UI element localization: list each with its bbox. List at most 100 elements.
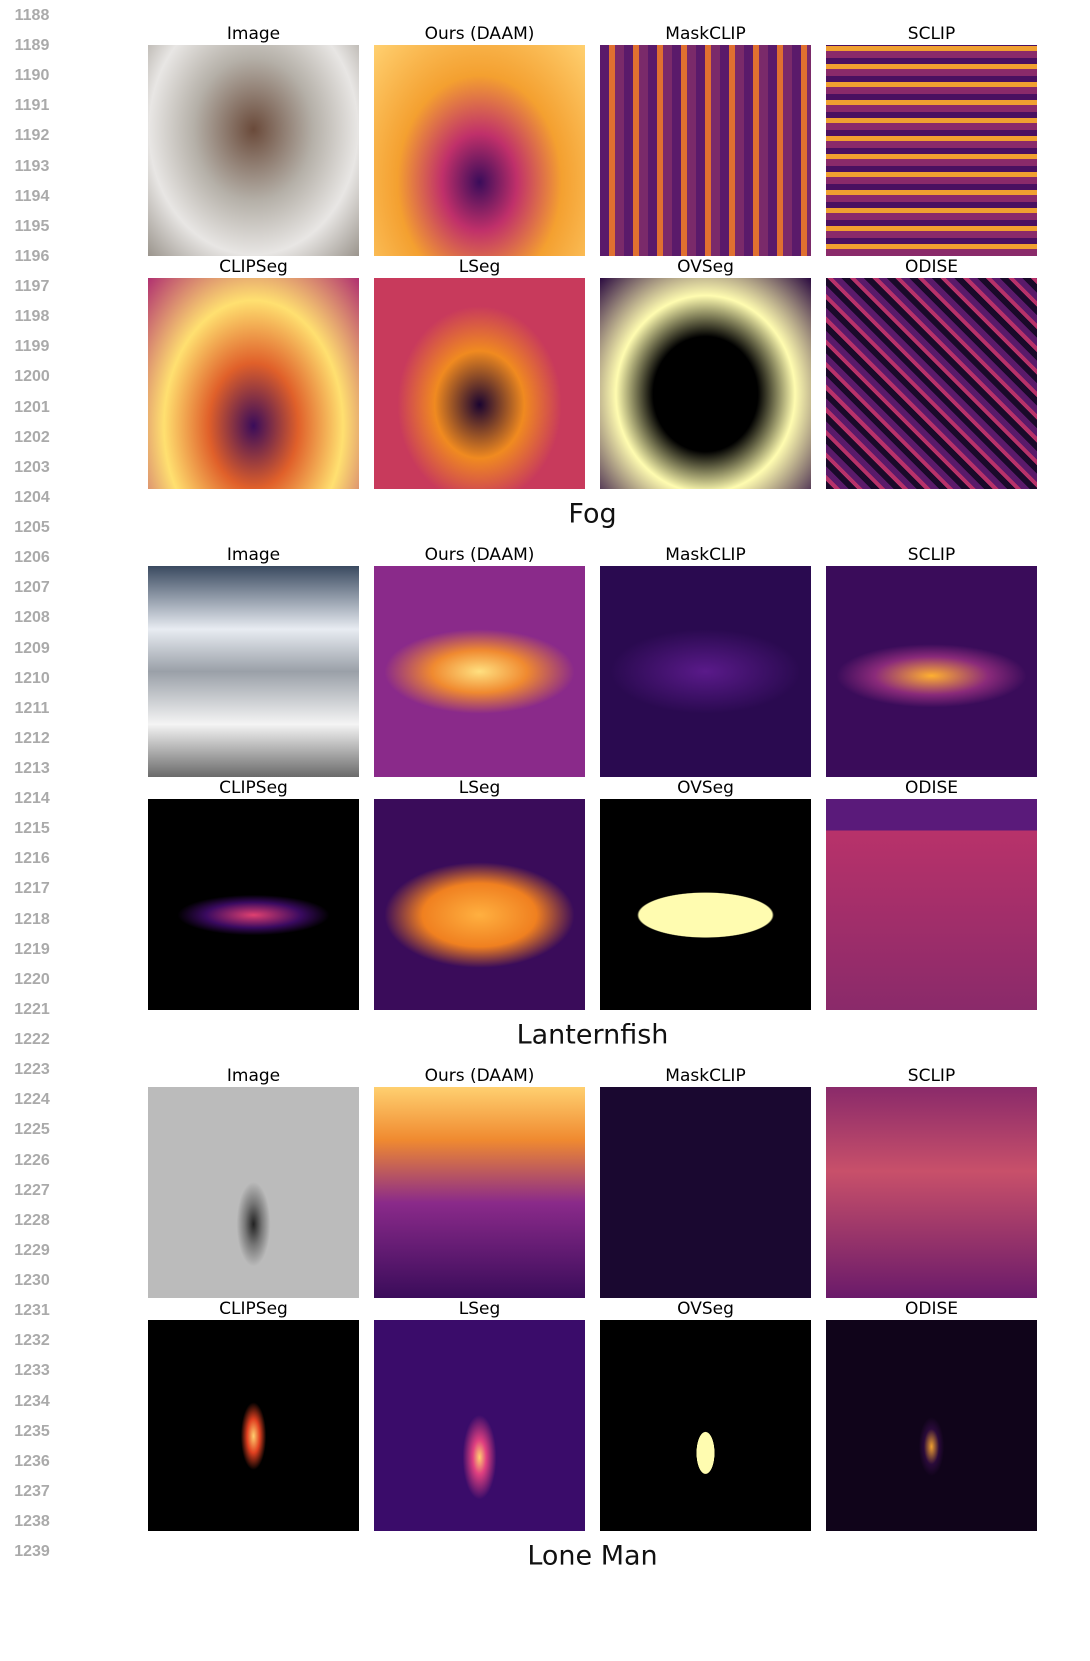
line-number: 1227 — [4, 1182, 60, 1200]
heatmap-image — [374, 1087, 585, 1298]
panel-label: OVSeg — [600, 257, 811, 277]
panel-label: Image — [148, 24, 359, 44]
panel-caption: Fog — [148, 499, 1037, 530]
line-number: 1209 — [4, 640, 60, 658]
heatmap-image — [374, 1320, 585, 1531]
line-number: 1189 — [4, 37, 60, 55]
panel-caption: Lone Man — [148, 1541, 1037, 1572]
heatmap-image — [374, 566, 585, 777]
line-number: 1213 — [4, 760, 60, 778]
line-number: 1208 — [4, 609, 60, 627]
panel-label: Ours (DAAM) — [374, 1066, 585, 1086]
line-number: 1229 — [4, 1242, 60, 1260]
heatmap-image — [148, 799, 359, 1010]
line-number: 1237 — [4, 1483, 60, 1501]
line-number: 1202 — [4, 429, 60, 447]
heatmap-image — [600, 278, 811, 489]
heatmap-image — [374, 45, 585, 256]
heatmap-image — [374, 278, 585, 489]
heatmap-image — [148, 1087, 359, 1298]
heatmap-image — [826, 45, 1037, 256]
panel-label: ODISE — [826, 778, 1037, 798]
heatmap-image — [600, 799, 811, 1010]
heatmap-image — [148, 566, 359, 777]
line-number: 1212 — [4, 730, 60, 748]
heatmap-image — [148, 45, 359, 256]
panel-label: OVSeg — [600, 778, 811, 798]
heatmap-image — [826, 278, 1037, 489]
line-number: 1210 — [4, 670, 60, 688]
panel-label: MaskCLIP — [600, 24, 811, 44]
panel-label: MaskCLIP — [600, 1066, 811, 1086]
heatmap-image — [826, 799, 1037, 1010]
line-number: 1225 — [4, 1121, 60, 1139]
panel-label: LSeg — [374, 257, 585, 277]
line-number: 1216 — [4, 850, 60, 868]
line-number: 1194 — [4, 188, 60, 206]
line-number: 1206 — [4, 549, 60, 567]
line-number: 1218 — [4, 911, 60, 929]
page: 1188 1189 1190 1191 1192 1193 1194 1195 1196 1197… — [0, 0, 1090, 1661]
panel-label: CLIPSeg — [148, 1299, 359, 1319]
panel-label: OVSeg — [600, 1299, 811, 1319]
line-number: 1222 — [4, 1031, 60, 1049]
panel-label: Ours (DAAM) — [374, 24, 585, 44]
line-number: 1219 — [4, 941, 60, 959]
panel-label: ODISE — [826, 1299, 1037, 1319]
line-number: 1199 — [4, 338, 60, 356]
line-number: 1215 — [4, 820, 60, 838]
panel-label: CLIPSeg — [148, 257, 359, 277]
line-number: 1217 — [4, 880, 60, 898]
line-number: 1197 — [4, 278, 60, 296]
heatmap-image — [600, 566, 811, 777]
panel-label: Ours (DAAM) — [374, 545, 585, 565]
line-number: 1224 — [4, 1091, 60, 1109]
line-number: 1196 — [4, 248, 60, 266]
panel-caption: Lanternfish — [148, 1020, 1037, 1051]
line-number: 1190 — [4, 67, 60, 85]
panel-label: SCLIP — [826, 545, 1037, 565]
line-number: 1223 — [4, 1061, 60, 1079]
line-number: 1226 — [4, 1152, 60, 1170]
line-number: 1200 — [4, 368, 60, 386]
line-number: 1198 — [4, 308, 60, 326]
heatmap-image — [374, 799, 585, 1010]
line-number: 1239 — [4, 1543, 60, 1561]
line-number: 1231 — [4, 1302, 60, 1320]
line-number: 1232 — [4, 1332, 60, 1350]
panel-label: Image — [148, 545, 359, 565]
heatmap-image — [148, 278, 359, 489]
heatmap-image — [600, 1087, 811, 1298]
line-number: 1233 — [4, 1362, 60, 1380]
line-number: 1214 — [4, 790, 60, 808]
panel-label: LSeg — [374, 778, 585, 798]
line-number: 1188 — [4, 7, 60, 25]
line-number: 1234 — [4, 1393, 60, 1411]
line-number: 1204 — [4, 489, 60, 507]
line-number: 1207 — [4, 579, 60, 597]
panel-label: MaskCLIP — [600, 545, 811, 565]
heatmap-image — [148, 1320, 359, 1531]
line-number: 1203 — [4, 459, 60, 477]
line-number: 1220 — [4, 971, 60, 989]
line-number: 1201 — [4, 399, 60, 417]
line-number: 1193 — [4, 158, 60, 176]
line-number: 1211 — [4, 700, 60, 718]
heatmap-image — [600, 1320, 811, 1531]
line-number: 1191 — [4, 97, 60, 115]
line-number: 1192 — [4, 127, 60, 145]
panel-label: Image — [148, 1066, 359, 1086]
heatmap-image — [826, 1087, 1037, 1298]
line-number: 1228 — [4, 1212, 60, 1230]
line-number: 1236 — [4, 1453, 60, 1471]
panel-label: LSeg — [374, 1299, 585, 1319]
line-number: 1195 — [4, 218, 60, 236]
heatmap-image — [826, 1320, 1037, 1531]
line-number: 1235 — [4, 1423, 60, 1441]
heatmap-image — [826, 566, 1037, 777]
line-number: 1205 — [4, 519, 60, 537]
panel-label: SCLIP — [826, 1066, 1037, 1086]
line-number: 1221 — [4, 1001, 60, 1019]
panel-label: CLIPSeg — [148, 778, 359, 798]
panel-label: ODISE — [826, 257, 1037, 277]
